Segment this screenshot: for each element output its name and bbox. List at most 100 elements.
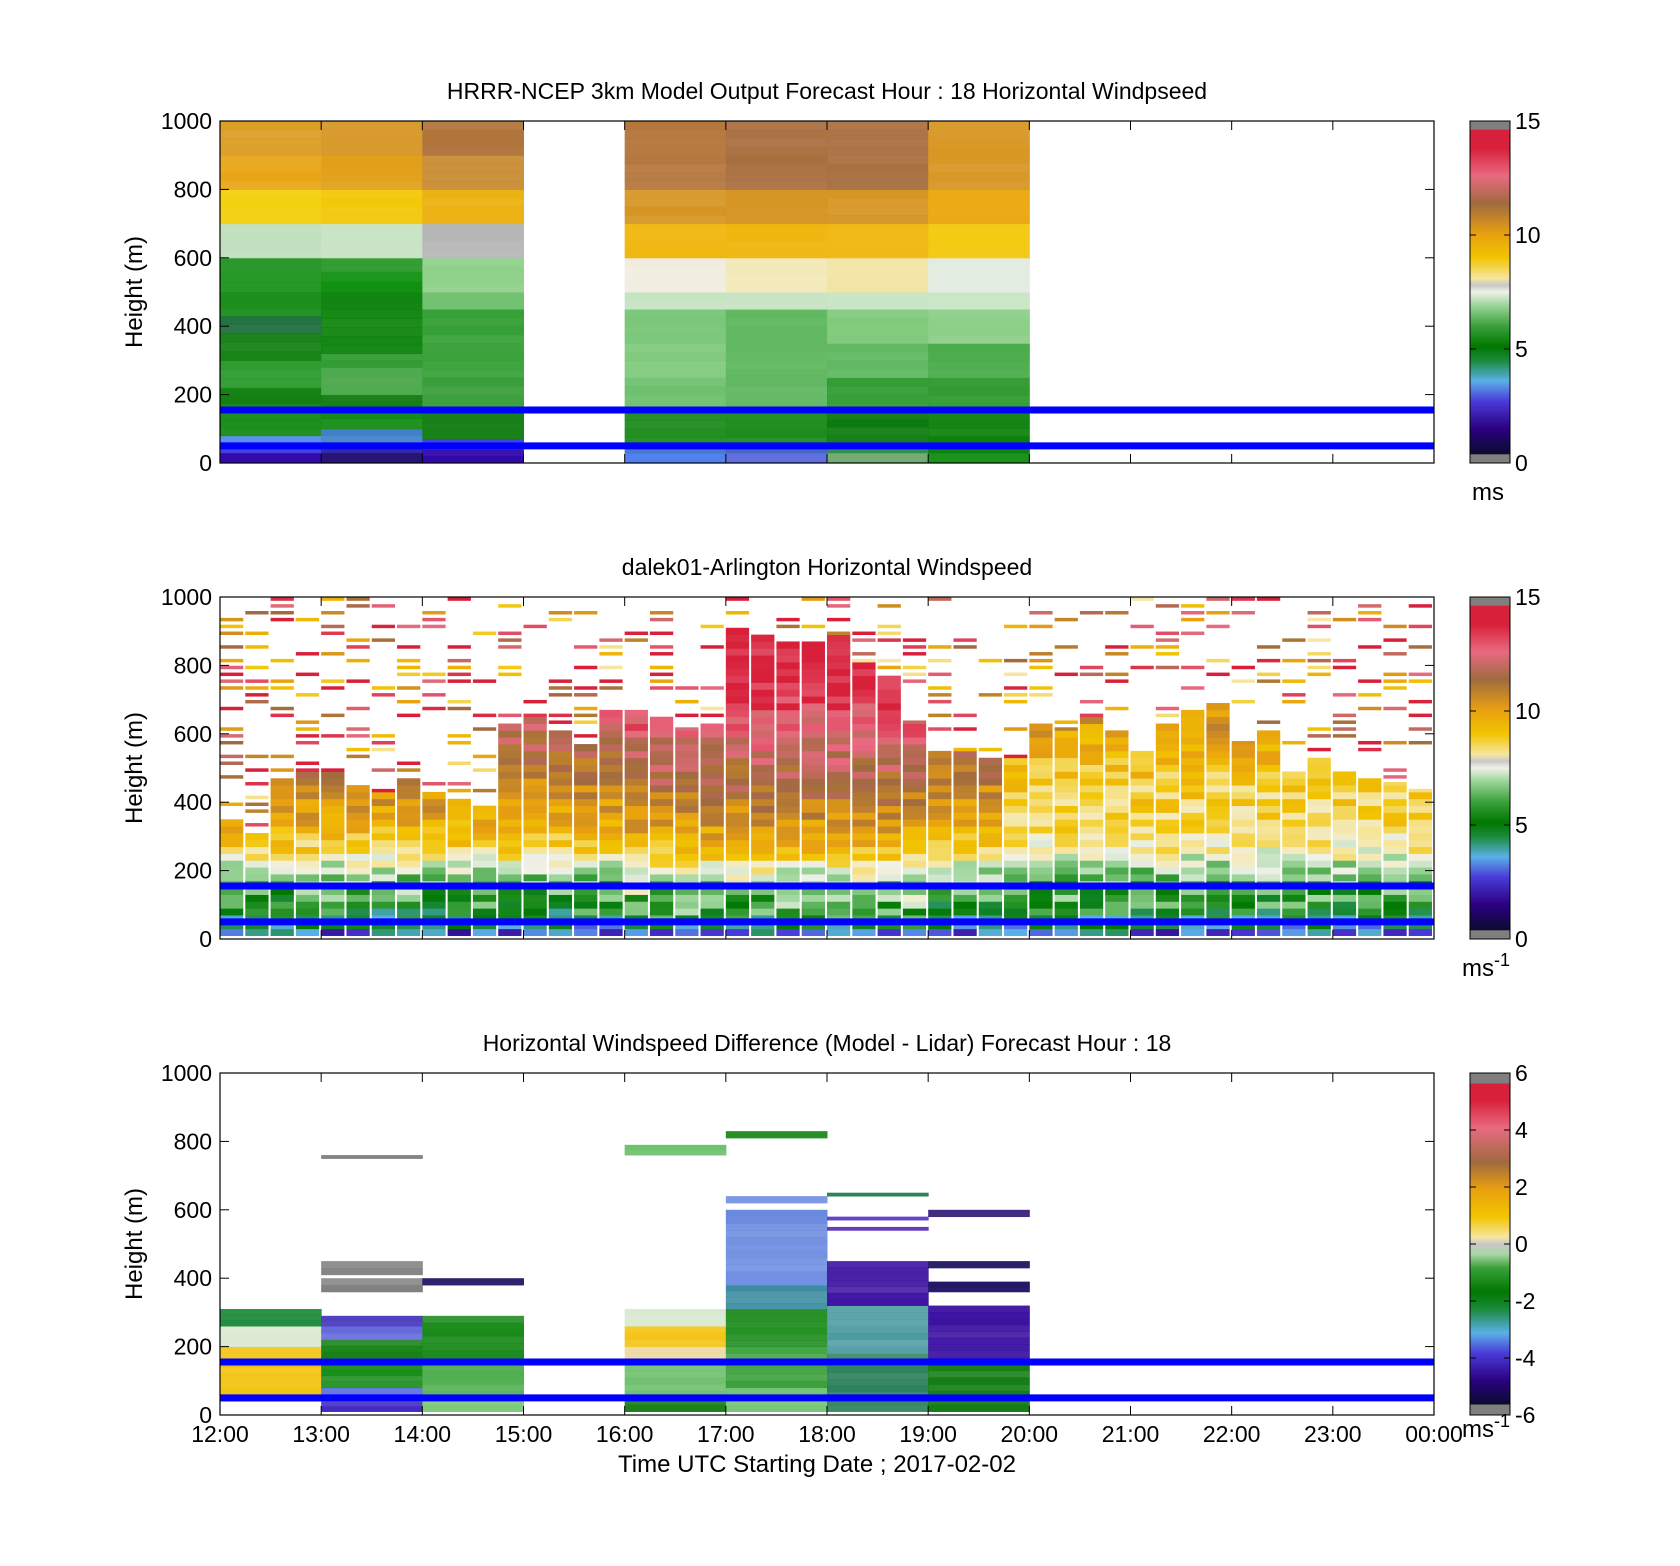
lidar-cell — [1029, 874, 1053, 882]
lidar-cell — [1307, 928, 1331, 936]
lidar-cell — [346, 604, 370, 608]
lidar-cell — [928, 832, 952, 841]
lidar-cell — [1079, 791, 1104, 800]
lidar-cell — [1029, 901, 1053, 909]
lidar-cell — [877, 709, 901, 718]
lidar-cell — [1130, 826, 1154, 834]
lidar-cell — [877, 658, 901, 663]
lidar-cell — [877, 921, 901, 930]
lidar-cell — [852, 675, 876, 683]
model-cell — [422, 197, 524, 207]
lidar-cell — [371, 832, 396, 841]
lidar-cell — [220, 645, 244, 649]
lidar-cell — [751, 867, 775, 875]
difference-cell — [624, 1397, 727, 1406]
lidar-cell — [1282, 867, 1306, 875]
lidar-cell — [1206, 750, 1230, 759]
difference-cell — [321, 1345, 423, 1353]
lidar-cell — [523, 853, 547, 861]
lidar-cell — [523, 874, 547, 882]
lidar-cell — [801, 839, 825, 848]
lidar-cell — [624, 631, 648, 636]
difference-cell — [725, 1315, 828, 1322]
lidar-cell — [321, 713, 345, 718]
lidar-cell — [245, 693, 269, 697]
lidar-cell — [725, 874, 750, 882]
lidar-cell — [953, 853, 977, 861]
difference-cell — [928, 1286, 1030, 1293]
lidar-cell — [321, 652, 345, 656]
lidar-cell — [725, 668, 750, 677]
lidar-cell — [295, 874, 320, 882]
lidar-cell — [472, 874, 497, 882]
lidar-cell — [548, 894, 573, 902]
lidar-cell — [397, 846, 421, 854]
lidar-cell — [1105, 887, 1129, 895]
lidar-cell — [1181, 832, 1205, 841]
lidar-cell — [827, 750, 851, 759]
difference-cell — [827, 1326, 929, 1334]
lidar-cell — [1004, 846, 1028, 854]
lidar-cell — [295, 853, 320, 861]
lidar-cell — [1256, 832, 1281, 841]
model-cell — [321, 408, 423, 420]
lidar-cell — [1029, 778, 1053, 786]
lidar-cell — [1231, 846, 1255, 854]
colorbar-tick-label: 5 — [1515, 812, 1528, 838]
model-cell — [928, 394, 1030, 404]
lidar-cell — [1307, 798, 1331, 807]
lidar-cell — [1004, 832, 1028, 841]
lidar-cell — [675, 805, 699, 813]
lidar-cell — [1054, 672, 1078, 677]
lidar-cell — [1004, 658, 1028, 663]
model-cell — [725, 283, 828, 293]
lidar-cell — [928, 826, 952, 834]
lidar-cell — [928, 791, 952, 800]
lidar-cell — [1105, 928, 1129, 936]
lidar-cell — [928, 672, 952, 677]
lidar-cell — [776, 624, 800, 629]
lidar-cell — [321, 832, 345, 841]
lidar-cell — [1282, 679, 1306, 683]
lidar-cell — [877, 744, 901, 752]
lidar-cell — [624, 812, 648, 820]
model-cell — [725, 172, 828, 182]
difference-cell — [827, 1261, 929, 1268]
lidar-cell — [422, 853, 446, 861]
lidar-cell — [902, 921, 927, 930]
model-cell — [827, 266, 929, 276]
lidar-cell — [1105, 611, 1129, 615]
lidar-cell — [422, 611, 446, 615]
lidar-cell — [1054, 894, 1078, 902]
difference-cell — [725, 1264, 828, 1272]
lidar-cell — [1256, 771, 1281, 779]
lidar-cell — [902, 867, 927, 875]
lidar-cell — [827, 597, 851, 601]
lidar-cell — [1282, 805, 1306, 813]
lidar-cell — [1105, 839, 1129, 848]
model-cell — [220, 129, 322, 139]
lidar-cell — [599, 867, 623, 875]
lidar-cell — [1206, 798, 1230, 807]
lidar-cell — [801, 668, 825, 677]
model-cell — [422, 360, 524, 370]
lidar-cell — [1079, 730, 1104, 738]
y-axis-label: Height (m) — [121, 1188, 148, 1300]
lidar-cell — [1181, 778, 1205, 786]
difference-cell — [827, 1216, 929, 1221]
lidar-cell — [978, 747, 1003, 752]
lidar-cell — [295, 617, 320, 622]
lidar-cell — [700, 737, 724, 745]
model-cell — [422, 300, 524, 310]
lidar-cell — [220, 679, 244, 683]
lidar-cell — [1155, 921, 1180, 930]
lidar-cell — [902, 652, 927, 656]
lidar-cell — [649, 744, 674, 752]
lidar-cell — [827, 921, 851, 930]
lidar-cell — [902, 645, 927, 649]
difference-cell — [725, 1367, 828, 1375]
lidar-cell — [801, 867, 825, 875]
lidar-cell — [877, 631, 901, 636]
lidar-cell — [1307, 665, 1331, 670]
lidar-cell — [1004, 839, 1028, 848]
